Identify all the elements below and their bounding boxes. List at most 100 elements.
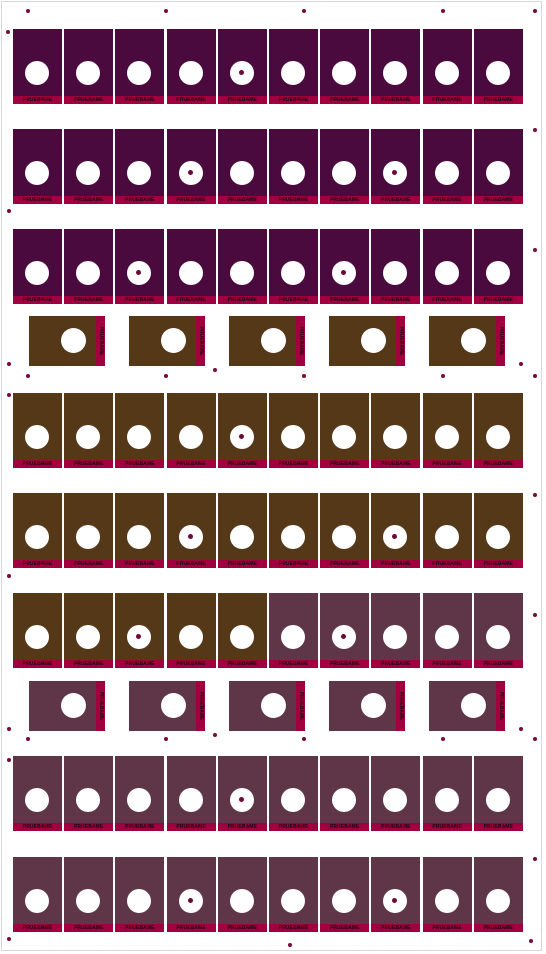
card-label: PRUEBAME	[64, 96, 114, 104]
registration-dot	[441, 9, 445, 13]
card-hole	[383, 425, 408, 449]
card-hole	[485, 525, 510, 549]
tab-hole	[361, 693, 386, 718]
registration-dot	[441, 374, 445, 378]
tab-card: PRUEBAME	[429, 316, 505, 366]
card-hole	[229, 261, 254, 285]
card-label: PRUEBAME	[13, 660, 62, 668]
card: PRUEBAME	[473, 29, 523, 104]
card-label: PRUEBAME	[422, 196, 472, 204]
card: PRUEBAME	[473, 229, 523, 304]
card-label: PRUEBAME	[217, 296, 267, 304]
card-label: PRUEBAME	[217, 560, 267, 568]
card-dot	[238, 70, 244, 75]
card: PRUEBAME	[473, 593, 523, 668]
card-label: PRUEBAME	[371, 924, 421, 932]
card-label: PRUEBAME	[269, 823, 318, 831]
card-hole	[178, 525, 203, 549]
card: PRUEBAME	[64, 29, 114, 104]
card-label: PRUEBAME	[166, 460, 216, 468]
card-label: PRUEBAME	[217, 660, 267, 668]
card-hole	[281, 889, 305, 913]
card-hole	[332, 889, 357, 913]
registration-dot	[7, 574, 11, 578]
card-hole	[485, 889, 510, 913]
card-dot	[238, 434, 244, 439]
card: PRUEBAME	[422, 857, 472, 932]
card-dot	[136, 270, 142, 275]
tab-card: PRUEBAME	[229, 681, 305, 731]
card: PRUEBAME	[13, 129, 62, 204]
card: PRUEBAME	[269, 393, 318, 468]
card-label: PRUEBAME	[269, 924, 318, 932]
tab-side-label: PRUEBAME	[496, 681, 505, 731]
registration-dot	[7, 937, 11, 941]
registration-dot	[519, 362, 523, 366]
card: PRUEBAME	[371, 393, 421, 468]
card-label: PRUEBAME	[64, 660, 114, 668]
card: PRUEBAME	[13, 29, 62, 104]
card-hole	[76, 261, 101, 285]
card-label: PRUEBAME	[320, 196, 370, 204]
registration-dot	[533, 857, 537, 861]
card: PRUEBAME	[422, 756, 472, 831]
card-label: PRUEBAME	[115, 560, 165, 568]
card-hole	[178, 261, 203, 285]
tab-card: PRUEBAME	[229, 316, 305, 366]
card: PRUEBAME	[217, 756, 267, 831]
card-label: PRUEBAME	[371, 96, 421, 104]
card-label: PRUEBAME	[217, 924, 267, 932]
card-label: PRUEBAME	[422, 823, 472, 831]
card-label: PRUEBAME	[115, 660, 165, 668]
registration-dot	[529, 939, 533, 943]
card: PRUEBAME	[269, 756, 318, 831]
card-label: PRUEBAME	[269, 196, 318, 204]
card: PRUEBAME	[115, 857, 165, 932]
card-hole	[229, 425, 254, 449]
card-label: PRUEBAME	[371, 460, 421, 468]
card-dot	[136, 634, 142, 639]
registration-dot	[302, 737, 306, 741]
card-label: PRUEBAME	[371, 823, 421, 831]
card-hole	[178, 788, 203, 812]
tab-card: PRUEBAME	[129, 316, 205, 366]
card-hole	[281, 625, 305, 649]
card-label: PRUEBAME	[473, 196, 523, 204]
card: PRUEBAME	[422, 593, 472, 668]
card-label: PRUEBAME	[371, 196, 421, 204]
card-label: PRUEBAME	[320, 823, 370, 831]
tab-card: PRUEBAME	[429, 681, 505, 731]
card: PRUEBAME	[166, 129, 216, 204]
card: PRUEBAME	[217, 493, 267, 568]
card-dot	[187, 170, 193, 175]
card: PRUEBAME	[371, 493, 421, 568]
card-label: PRUEBAME	[269, 96, 318, 104]
card-label: PRUEBAME	[115, 460, 165, 468]
card: PRUEBAME	[320, 29, 370, 104]
card: PRUEBAME	[269, 29, 318, 104]
tab-side-label: PRUEBAME	[396, 316, 405, 366]
card-hole	[127, 425, 152, 449]
card-hole	[25, 61, 49, 85]
registration-dot	[164, 9, 168, 13]
registration-dot	[6, 30, 10, 34]
tab-side-text: PRUEBAME	[297, 691, 304, 721]
card: PRUEBAME	[64, 229, 114, 304]
card: PRUEBAME	[166, 857, 216, 932]
card: PRUEBAME	[320, 756, 370, 831]
tab-hole	[161, 328, 186, 353]
card: PRUEBAME	[13, 229, 62, 304]
card-label: PRUEBAME	[115, 196, 165, 204]
card-hole	[383, 788, 408, 812]
card-label: PRUEBAME	[217, 196, 267, 204]
card-hole	[229, 889, 254, 913]
card-hole	[434, 788, 459, 812]
card-hole	[434, 61, 459, 85]
card-label: PRUEBAME	[269, 560, 318, 568]
card-label: PRUEBAME	[166, 924, 216, 932]
registration-dot	[26, 374, 30, 378]
card-label: PRUEBAME	[13, 460, 62, 468]
tab-side-label: PRUEBAME	[196, 681, 205, 731]
card-label: PRUEBAME	[422, 296, 472, 304]
card-hole	[485, 788, 510, 812]
